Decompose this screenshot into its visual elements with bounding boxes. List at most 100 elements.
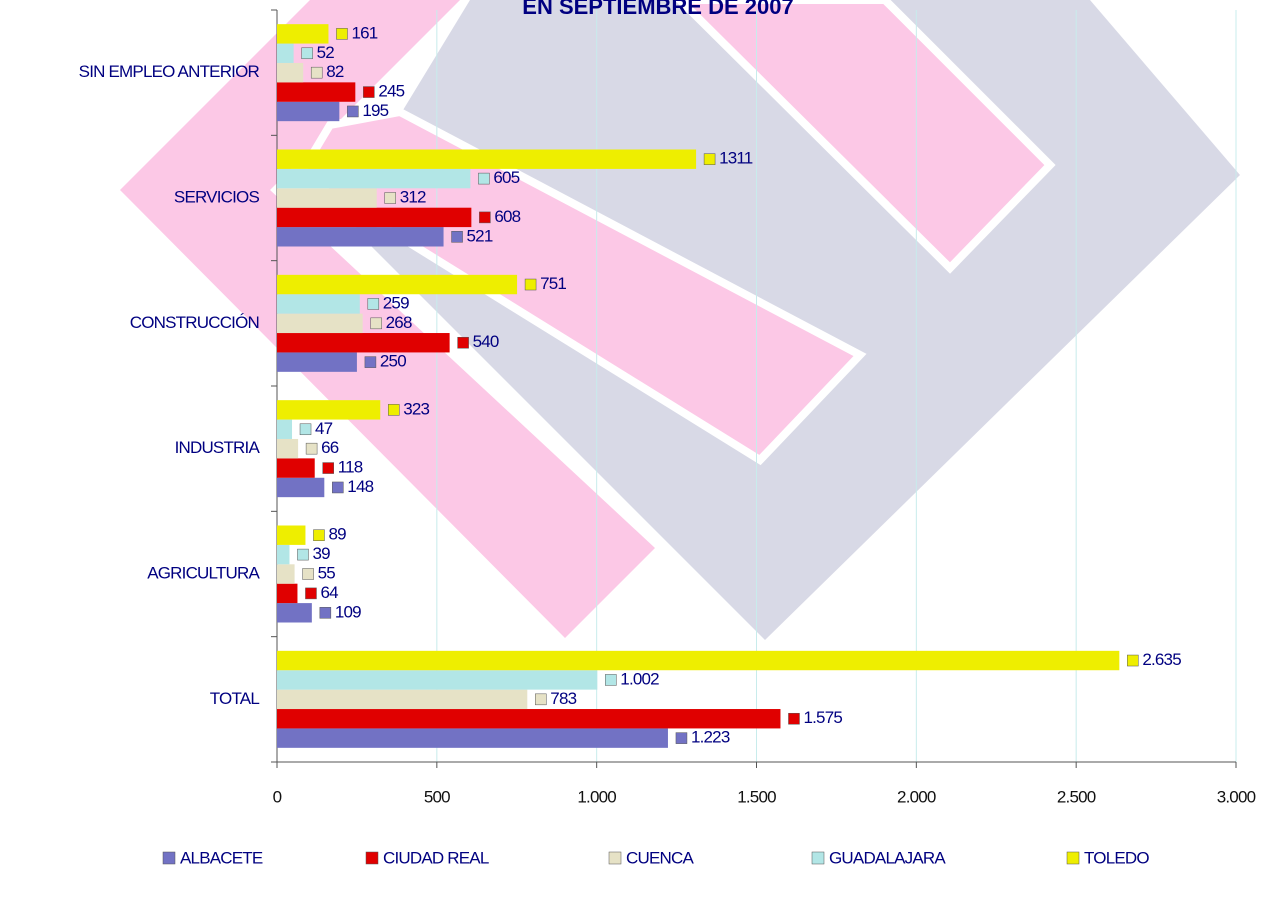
data-label: 605 (493, 168, 519, 187)
label-key (310, 66, 323, 79)
label-key (305, 442, 318, 455)
data-label: 245 (378, 82, 404, 101)
data-label: 109 (335, 602, 361, 621)
data-label: 1311 (719, 149, 753, 168)
label-key (347, 105, 359, 118)
legend-label: GUADALAJARA (829, 848, 946, 867)
label-key (364, 356, 377, 368)
data-label: 39 (312, 544, 330, 563)
legend-swatch (162, 851, 176, 865)
data-label: 312 (400, 187, 426, 206)
bar (277, 650, 1120, 671)
label-key (479, 211, 491, 224)
label-key (703, 153, 716, 165)
bar (277, 709, 781, 729)
label-key (478, 172, 490, 185)
bar (277, 458, 315, 478)
x-tick-label: 2.500 (1057, 787, 1096, 806)
data-label: 82 (326, 62, 344, 81)
x-tick-label: 1.000 (577, 787, 616, 806)
bar (277, 583, 298, 604)
label-key (524, 278, 537, 291)
label-key (313, 529, 325, 541)
label-key (1127, 654, 1139, 667)
y-tick-label: TOTAL (210, 689, 260, 708)
label-key (319, 607, 332, 619)
data-label: 55 (318, 563, 336, 582)
data-label: 323 (403, 399, 429, 418)
bar (277, 603, 312, 623)
data-label: 1.002 (620, 669, 659, 688)
bar (277, 525, 306, 545)
bar (277, 352, 357, 372)
data-label: 52 (317, 43, 335, 62)
legend-label: TOLEDO (1084, 848, 1149, 867)
label-key (367, 298, 380, 310)
x-tick-label: 1.500 (737, 787, 776, 806)
data-label: 195 (362, 101, 388, 120)
data-label: 268 (386, 313, 412, 332)
bar (277, 188, 377, 208)
bar (277, 438, 299, 459)
y-tick-label: INDUSTRIA (175, 438, 261, 457)
x-tick-label: 500 (424, 787, 450, 806)
legend-swatch (365, 851, 379, 865)
bar (277, 400, 381, 420)
label-key (336, 28, 348, 40)
bar (277, 82, 356, 102)
label-key (322, 462, 334, 474)
data-label: 66 (321, 438, 339, 457)
data-label: 89 (328, 525, 346, 544)
x-tick-label: 0 (273, 787, 282, 806)
legend-swatch (608, 851, 622, 865)
bar (277, 43, 294, 63)
bar (277, 101, 340, 122)
bar (277, 689, 528, 710)
data-label: 1.223 (691, 728, 730, 747)
bar (277, 544, 290, 565)
data-label: 783 (550, 689, 576, 708)
label-key (451, 231, 463, 243)
bar (277, 313, 363, 334)
bar (277, 149, 697, 169)
label-key (788, 712, 800, 725)
label-key (388, 404, 400, 416)
bar (277, 728, 668, 748)
label-key (384, 192, 396, 204)
data-label: 751 (540, 274, 566, 293)
label-key (370, 317, 382, 330)
legend-swatch (1066, 851, 1080, 865)
bar (277, 419, 293, 439)
label-key (301, 47, 313, 60)
label-key (332, 481, 344, 494)
bar (277, 24, 329, 44)
y-tick-label: SIN EMPLEO ANTERIOR (79, 62, 260, 81)
data-label: 64 (320, 583, 338, 602)
data-label: 540 (473, 332, 499, 351)
data-label: 1.575 (803, 708, 842, 727)
label-key (297, 548, 309, 561)
data-label: 148 (347, 477, 373, 496)
legend-label: ALBACETE (180, 848, 263, 867)
data-label: 259 (383, 293, 409, 312)
bar (277, 274, 518, 295)
bar (277, 227, 444, 247)
data-label: 161 (351, 23, 377, 42)
data-label: 521 (467, 226, 493, 245)
y-tick-label: CONSTRUCCIÓN (130, 313, 259, 332)
x-tick-label: 2.000 (897, 787, 936, 806)
label-key (363, 86, 375, 98)
data-label: 608 (494, 207, 520, 226)
y-tick-label: SERVICIOS (174, 187, 260, 206)
data-label: 250 (380, 352, 406, 371)
legend-swatch (811, 851, 825, 865)
bar (277, 564, 295, 584)
bar (277, 207, 472, 228)
bar (277, 62, 304, 83)
chart-title: EN SEPTIEMBRE DE 2007 (522, 0, 793, 19)
y-tick-label: AGRICULTURA (147, 563, 260, 582)
label-key (675, 732, 688, 744)
label-key (457, 336, 469, 349)
x-tick-label: 3.000 (1217, 787, 1256, 806)
